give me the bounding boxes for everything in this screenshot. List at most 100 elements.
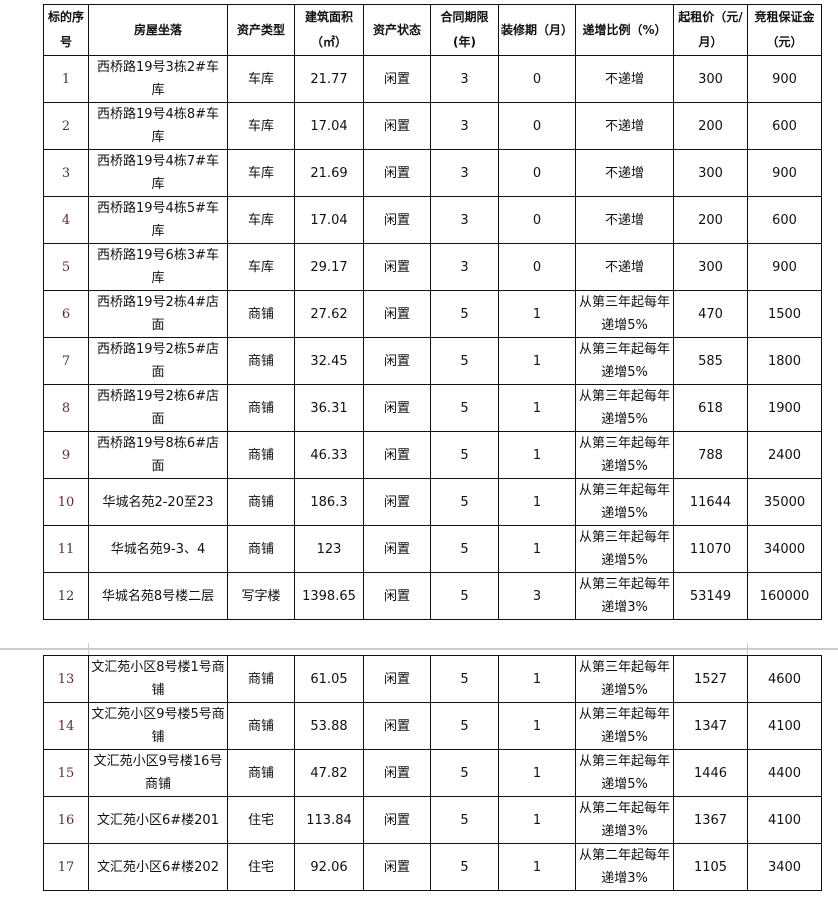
cell-deposit: 4100: [747, 702, 822, 750]
cell-lot-number: 8: [43, 384, 89, 432]
cell-contract-term: 5: [430, 290, 499, 338]
header-row: 标的序号 房屋坐落 资产类型 建筑面积（㎡） 资产状态 合同期限(年) 装修期（月） 递增比例…: [43, 4, 822, 56]
cell-asset-status: 闲置: [363, 843, 431, 891]
header-contract-term: 合同期限(年): [430, 4, 499, 56]
cell-asset-status: 闲置: [363, 196, 431, 244]
cell-deposit: 4400: [747, 749, 822, 797]
cell-starting-rent: 1105: [673, 843, 748, 891]
cell-lot-number: 5: [43, 243, 89, 291]
cell-asset-status: 闲置: [363, 525, 431, 573]
cell-renovation-period: 1: [498, 478, 576, 526]
cell-floor-area: 123: [294, 525, 364, 573]
cell-contract-term: 5: [430, 702, 499, 750]
cell-property-location: 西桥路19号4栋7#车库: [88, 149, 228, 197]
cell-asset-status: 闲置: [363, 478, 431, 526]
cell-asset-status: 闲置: [363, 655, 431, 703]
cell-renovation-period: 1: [498, 843, 576, 891]
cell-property-location: 西桥路19号4栋5#车库: [88, 196, 228, 244]
cell-starting-rent: 788: [673, 431, 748, 479]
cell-lot-number: 2: [43, 102, 89, 150]
cell-increase-ratio: 从第三年起每年递增5%: [575, 431, 674, 479]
cell-asset-type: 写字楼: [227, 572, 295, 620]
cell-property-location: 西桥路19号8栋6#店面: [88, 431, 228, 479]
cell-lot-number: 7: [43, 337, 89, 385]
cell-renovation-period: 1: [498, 525, 576, 573]
cell-starting-rent: 1347: [673, 702, 748, 750]
table-row: 17 文汇苑小区6#楼202 住宅 92.06 闲置 5 1 从第二年起每年递增3% 1105 3…: [43, 843, 822, 891]
cell-starting-rent: 1446: [673, 749, 748, 797]
cell-asset-type: 住宅: [227, 796, 295, 844]
cell-asset-status: 闲置: [363, 702, 431, 750]
cell-renovation-period: 0: [498, 149, 576, 197]
cell-property-location: 西桥路19号3栋2#车库: [88, 55, 228, 103]
cell-contract-term: 5: [430, 749, 499, 797]
cell-property-location: 西桥路19号2栋5#店面: [88, 337, 228, 385]
cell-starting-rent: 470: [673, 290, 748, 338]
cell-contract-term: 3: [430, 55, 499, 103]
cell-lot-number: 4: [43, 196, 89, 244]
cell-deposit: 2400: [747, 431, 822, 479]
table-row: 4 西桥路19号4栋5#车库 车库 17.04 闲置 3 0 不递增 200 600: [43, 196, 822, 244]
rental-table-part2: 13 文汇苑小区8号楼1号商铺 商铺 61.05 闲置 5 1 从第三年起每年递增5% 1527…: [43, 655, 822, 891]
table-row: 5 西桥路19号6栋3#车库 车库 29.17 闲置 3 0 不递增 300 900: [43, 243, 822, 291]
cell-deposit: 600: [747, 102, 822, 150]
cell-increase-ratio: 从第三年起每年递增3%: [575, 572, 674, 620]
cell-starting-rent: 300: [673, 149, 748, 197]
cell-floor-area: 1398.65: [294, 572, 364, 620]
page-break-divider: [0, 648, 838, 650]
page-break-marker: [88, 643, 89, 655]
cell-contract-term: 5: [430, 843, 499, 891]
cell-increase-ratio: 从第二年起每年递增3%: [575, 843, 674, 891]
cell-increase-ratio: 从第三年起每年递增5%: [575, 702, 674, 750]
table-row: 2 西桥路19号4栋8#车库 车库 17.04 闲置 3 0 不递增 200 600: [43, 102, 822, 150]
cell-deposit: 34000: [747, 525, 822, 573]
cell-starting-rent: 618: [673, 384, 748, 432]
cell-deposit: 4100: [747, 796, 822, 844]
cell-property-location: 文汇苑小区6#楼201: [88, 796, 228, 844]
cell-contract-term: 3: [430, 102, 499, 150]
cell-lot-number: 9: [43, 431, 89, 479]
cell-deposit: 1500: [747, 290, 822, 338]
cell-property-location: 华城名苑2-20至23: [88, 478, 228, 526]
cell-starting-rent: 11644: [673, 478, 748, 526]
cell-contract-term: 5: [430, 525, 499, 573]
cell-starting-rent: 11070: [673, 525, 748, 573]
cell-deposit: 1800: [747, 337, 822, 385]
header-asset-type: 资产类型: [227, 4, 295, 56]
cell-property-location: 华城名苑8号楼二层: [88, 572, 228, 620]
cell-renovation-period: 0: [498, 243, 576, 291]
cell-contract-term: 5: [430, 431, 499, 479]
cell-asset-status: 闲置: [363, 337, 431, 385]
cell-asset-type: 商铺: [227, 290, 295, 338]
cell-lot-number: 10: [43, 478, 89, 526]
cell-floor-area: 32.45: [294, 337, 364, 385]
cell-renovation-period: 1: [498, 337, 576, 385]
cell-asset-type: 商铺: [227, 478, 295, 526]
cell-asset-type: 商铺: [227, 525, 295, 573]
cell-renovation-period: 3: [498, 572, 576, 620]
cell-deposit: 160000: [747, 572, 822, 620]
header-floor-area: 建筑面积（㎡）: [294, 4, 364, 56]
table-row: 8 西桥路19号2栋6#店面 商铺 36.31 闲置 5 1 从第三年起每年递增5% 618 19…: [43, 384, 822, 432]
cell-renovation-period: 1: [498, 384, 576, 432]
cell-lot-number: 3: [43, 149, 89, 197]
cell-floor-area: 17.04: [294, 102, 364, 150]
cell-increase-ratio: 从第三年起每年递增5%: [575, 749, 674, 797]
cell-lot-number: 16: [43, 796, 89, 844]
table-row: 16 文汇苑小区6#楼201 住宅 113.84 闲置 5 1 从第二年起每年递增3% 1367…: [43, 796, 822, 844]
cell-lot-number: 6: [43, 290, 89, 338]
cell-contract-term: 5: [430, 572, 499, 620]
cell-floor-area: 21.77: [294, 55, 364, 103]
cell-renovation-period: 1: [498, 796, 576, 844]
header-lot-number: 标的序号: [43, 4, 89, 56]
cell-starting-rent: 1527: [673, 655, 748, 703]
cell-asset-status: 闲置: [363, 243, 431, 291]
header-increase-ratio: 递增比例（%）: [575, 4, 674, 56]
cell-property-location: 华城名苑9-3、4: [88, 525, 228, 573]
header-deposit: 竞租保证金（元）: [747, 4, 822, 56]
cell-asset-type: 商铺: [227, 749, 295, 797]
cell-asset-type: 车库: [227, 55, 295, 103]
cell-property-location: 文汇苑小区9号楼16号商铺: [88, 749, 228, 797]
cell-asset-status: 闲置: [363, 572, 431, 620]
cell-deposit: 1900: [747, 384, 822, 432]
